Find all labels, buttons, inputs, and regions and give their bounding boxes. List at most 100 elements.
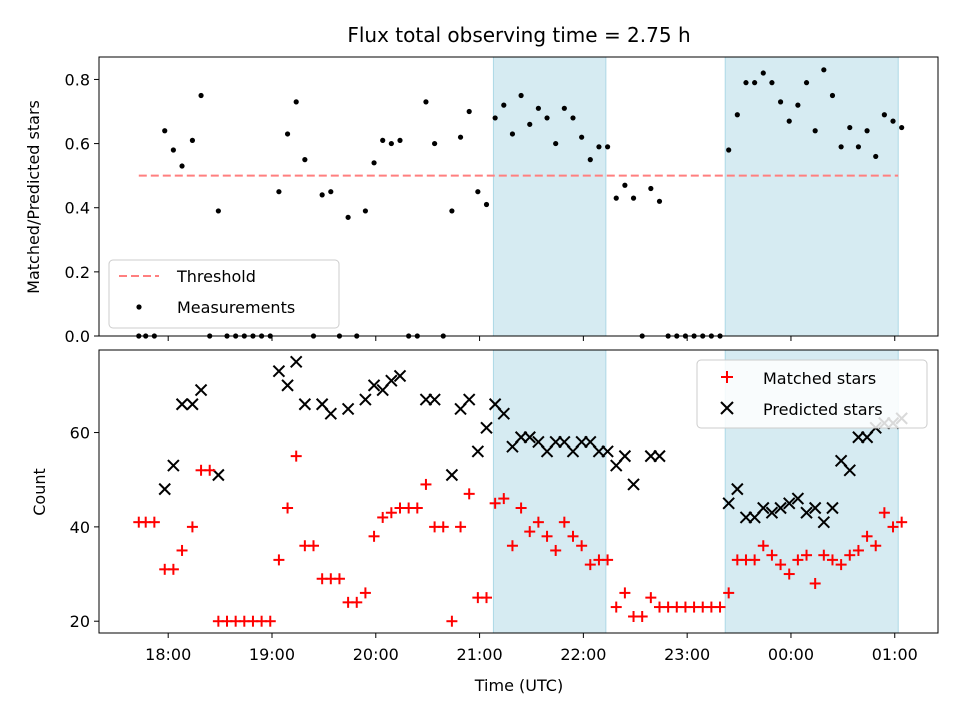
measurement-point bbox=[847, 124, 853, 131]
measurement-point bbox=[613, 195, 619, 201]
measurement-point bbox=[302, 157, 308, 163]
matched-stars-point bbox=[176, 544, 188, 556]
predicted-stars-point bbox=[367, 379, 381, 392]
matched-stars-point bbox=[186, 521, 198, 533]
observing-interval bbox=[493, 350, 606, 633]
predicted-stars-point bbox=[194, 383, 208, 397]
measurement-point bbox=[604, 144, 611, 150]
x-tick-label: 23:00 bbox=[664, 645, 710, 664]
measurement-point bbox=[821, 67, 827, 73]
matched-stars-point bbox=[558, 516, 570, 528]
predicted-stars-point bbox=[627, 478, 640, 491]
measurement-point bbox=[743, 80, 749, 86]
predicted-marker-stroke bbox=[731, 482, 744, 496]
top-legend: Threshold Measurements bbox=[108, 259, 340, 329]
matched-stars-point bbox=[385, 507, 397, 519]
matched-stars-point bbox=[532, 516, 544, 528]
measurement-point bbox=[561, 105, 567, 111]
matched-stars-point bbox=[801, 549, 813, 561]
measurement-point bbox=[198, 92, 204, 99]
measurement-point bbox=[873, 153, 879, 160]
predicted-stars-point bbox=[523, 431, 536, 444]
predicted-marker-stroke bbox=[175, 398, 189, 411]
measurement-point bbox=[622, 182, 628, 188]
predicted-stars-point bbox=[618, 449, 632, 463]
measurement-point bbox=[423, 99, 429, 105]
predicted-marker-stroke bbox=[186, 398, 199, 411]
predicted-stars-point bbox=[385, 374, 398, 387]
predicted-marker-stroke bbox=[290, 355, 303, 368]
observing-interval bbox=[493, 57, 606, 336]
predicted-stars-point bbox=[186, 398, 199, 411]
measurement-point bbox=[760, 70, 766, 76]
matched-stars-point bbox=[792, 554, 804, 566]
matched-stars-point bbox=[809, 577, 821, 589]
matched-stars-point bbox=[749, 554, 761, 566]
predicted-stars-point bbox=[731, 482, 744, 496]
predicted-stars-point bbox=[471, 445, 485, 458]
predicted-marker-stroke bbox=[843, 464, 856, 477]
measurement-point bbox=[812, 128, 818, 134]
measurement-point bbox=[777, 99, 784, 105]
predicted-stars-point bbox=[158, 482, 171, 496]
predicted-stars-point bbox=[774, 501, 787, 515]
predicted-marker-stroke bbox=[653, 449, 666, 463]
matched-stars-point bbox=[498, 493, 510, 505]
predicted-stars-point bbox=[359, 393, 372, 406]
matched-stars-point bbox=[463, 488, 475, 500]
legend-predicted-swatch bbox=[720, 401, 734, 415]
bottom-x-ticks: 18:00 19:00 20:00 21:00 22:00 23:00 00:00 01:00 bbox=[145, 633, 918, 664]
predicted-marker-stroke bbox=[272, 365, 286, 378]
measurement-point bbox=[769, 80, 775, 86]
measurement-point bbox=[656, 198, 663, 204]
predicted-stars-point bbox=[601, 445, 614, 458]
measurement-point bbox=[544, 115, 550, 121]
predicted-marker-stroke bbox=[774, 501, 787, 515]
predicted-marker-stroke bbox=[783, 497, 796, 510]
top-panel: 0.00.20.40.60.8 Matched/Predicted stars … bbox=[24, 56, 939, 346]
predicted-marker-stroke bbox=[826, 501, 839, 515]
matched-stars-point bbox=[377, 511, 389, 523]
y-tick-label: 60 bbox=[70, 424, 90, 443]
matched-stars-point bbox=[826, 554, 838, 566]
matched-stars-points bbox=[133, 450, 908, 627]
matched-stars-point bbox=[480, 592, 492, 604]
matched-stars-point bbox=[148, 516, 160, 528]
measurement-point bbox=[388, 140, 394, 147]
observing-interval bbox=[725, 57, 899, 336]
measurement-point bbox=[855, 144, 862, 150]
predicted-stars-point bbox=[722, 497, 735, 510]
matched-stars-point bbox=[290, 450, 302, 462]
predicted-stars-point bbox=[800, 506, 813, 519]
measurement-point bbox=[579, 134, 585, 140]
predicted-stars-point bbox=[167, 459, 180, 472]
predicted-marker-stroke bbox=[324, 407, 338, 420]
measurement-point bbox=[899, 124, 905, 131]
predicted-marker-stroke bbox=[757, 501, 770, 515]
measurement-point bbox=[328, 189, 334, 195]
measurement-point bbox=[162, 128, 168, 134]
predicted-marker-stroke bbox=[584, 435, 597, 449]
measurement-point bbox=[570, 115, 576, 121]
chart-title: Flux total observing time = 2.75 h bbox=[347, 23, 690, 47]
measurement-point bbox=[752, 80, 758, 86]
bottom-axes-frame bbox=[98, 349, 939, 634]
measurement-point bbox=[179, 163, 185, 169]
measurement-point bbox=[293, 99, 299, 105]
x-tick-label: 21:00 bbox=[457, 645, 503, 664]
matched-stars-point bbox=[368, 530, 380, 542]
legend-measurements-swatch bbox=[136, 304, 142, 310]
predicted-marker-stroke bbox=[385, 374, 398, 387]
measurement-point bbox=[648, 185, 654, 192]
x-tick-label: 01:00 bbox=[872, 645, 918, 664]
predicted-marker-stroke bbox=[618, 449, 632, 463]
measurement-point bbox=[726, 147, 732, 153]
matched-stars-point bbox=[852, 544, 864, 556]
predicted-stars-point bbox=[791, 492, 805, 505]
measurement-point bbox=[492, 115, 498, 121]
matched-stars-point bbox=[550, 544, 562, 556]
measurement-point bbox=[170, 147, 176, 153]
measurement-point bbox=[276, 189, 282, 195]
matched-stars-point bbox=[861, 530, 873, 542]
